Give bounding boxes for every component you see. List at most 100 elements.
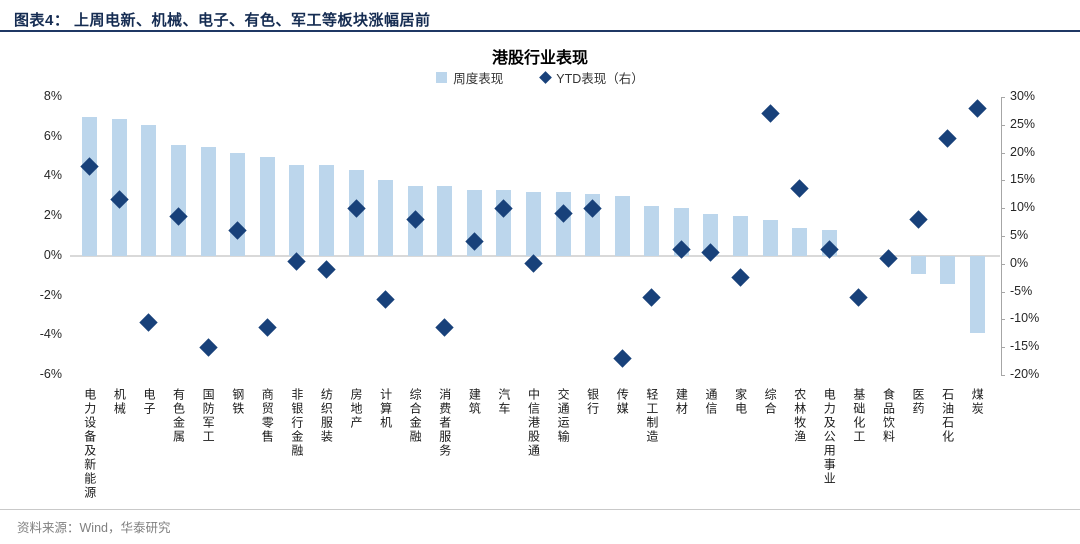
x-label-综合金融: 综合金融 bbox=[408, 388, 423, 444]
weekly-bar-综合 bbox=[762, 220, 778, 256]
x-label-计算机: 计算机 bbox=[378, 388, 393, 430]
right-tick-20%: 20% bbox=[1010, 144, 1036, 159]
x-label-国防军工: 国防军工 bbox=[201, 388, 216, 444]
weekly-bar-医药 bbox=[910, 255, 926, 274]
x-label-建材: 建材 bbox=[674, 388, 689, 416]
ytd-diamond-石油石化 bbox=[938, 129, 957, 148]
x-label-综合: 综合 bbox=[763, 388, 778, 416]
x-label-消费者服务: 消费者服务 bbox=[437, 388, 452, 458]
weekly-bar-电力设备及新能源 bbox=[82, 116, 98, 256]
right-tick--15%: -15% bbox=[1010, 339, 1040, 354]
left-tick--6%: -6% bbox=[39, 367, 62, 381]
x-label-中信港股通: 中信港股通 bbox=[526, 388, 541, 458]
weekly-bar-轻工制造 bbox=[644, 206, 660, 256]
right-tick--20%: -20% bbox=[1010, 367, 1040, 381]
ytd-diamond-综合 bbox=[760, 104, 780, 123]
right-tick-25%: 25% bbox=[1010, 116, 1036, 131]
weekly-bar-家电 bbox=[733, 216, 749, 256]
legend-label-weekly: 周度表现 bbox=[453, 72, 504, 86]
ytd-diamond-传媒 bbox=[613, 349, 632, 368]
ytd-diamond-煤炭 bbox=[968, 98, 987, 118]
right-tick-mark bbox=[1001, 319, 1005, 321]
right-axis: 30% 25% 20% 15% 10% 5% 0% -5% -10% -15% -20% bbox=[1010, 89, 1074, 381]
ytd-diamond-轻工制造 bbox=[642, 287, 662, 307]
x-label-有色金属: 有色金属 bbox=[171, 388, 186, 444]
x-label-轻工制造: 轻工制造 bbox=[644, 388, 659, 444]
x-label-煤炭: 煤炭 bbox=[970, 388, 985, 416]
weekly-bar-石油石化 bbox=[940, 255, 956, 284]
weekly-bar-中信港股通 bbox=[526, 192, 541, 256]
weekly-bar-交通运输 bbox=[555, 192, 571, 256]
ytd-diamond-商贸零售 bbox=[258, 318, 277, 337]
x-axis-labels: 电力设备及新能源 机械 电子 有色金属 国防军工 钢铁 商贸零售 非银行金融 纺织服装 房地产 计算… bbox=[75, 388, 992, 506]
ytd-diamond-纺织服装 bbox=[317, 260, 336, 279]
ytd-diamond-农林牧渔 bbox=[790, 179, 809, 198]
right-tick--5%: -5% bbox=[1010, 283, 1033, 298]
weekly-bar-非银行金融 bbox=[289, 164, 305, 256]
right-tick-15%: 15% bbox=[1010, 172, 1036, 187]
weekly-bar-消费者服务 bbox=[437, 186, 453, 256]
x-label-非银行金融: 非银行金融 bbox=[289, 388, 304, 458]
source-note: 资料来源：Wind，华泰研究 bbox=[17, 521, 171, 535]
header-divider bbox=[0, 30, 1080, 32]
chart-legend: 周度表现 YTD表现（右） bbox=[0, 68, 1080, 87]
x-label-食品饮料: 食品饮料 bbox=[881, 388, 896, 444]
weekly-bar-钢铁 bbox=[230, 152, 246, 256]
weekly-bar-有色金属 bbox=[171, 144, 187, 256]
ytd-diamond-电子 bbox=[139, 312, 159, 332]
right-tick-mark bbox=[1001, 347, 1005, 349]
right-tick-mark bbox=[1001, 124, 1005, 126]
weekly-bar-煤炭 bbox=[969, 255, 985, 334]
right-tick--10%: -10% bbox=[1010, 311, 1040, 326]
right-axis-line bbox=[1001, 97, 1005, 376]
ytd-diamond-食品饮料 bbox=[879, 249, 898, 268]
left-axis: 8% 6% 4% 2% 0% -2% -4% -6% bbox=[0, 89, 62, 381]
right-tick-30%: 30% bbox=[1010, 89, 1036, 103]
x-label-电力及公用事业: 电力及公用事业 bbox=[822, 388, 837, 486]
left-tick--4%: -4% bbox=[39, 327, 62, 342]
legend-item-ytd: YTD表现（右） bbox=[539, 68, 644, 87]
ytd-diamond-消费者服务 bbox=[435, 318, 454, 337]
plot-area bbox=[70, 97, 1000, 375]
right-tick-10%: 10% bbox=[1010, 200, 1036, 215]
weekly-bar-计算机 bbox=[378, 180, 394, 256]
x-label-交通运输: 交通运输 bbox=[556, 388, 571, 444]
weekly-bar-传媒 bbox=[614, 196, 630, 256]
weekly-bar-农林牧渔 bbox=[792, 228, 808, 256]
x-label-基础化工: 基础化工 bbox=[851, 388, 866, 444]
right-tick-mark bbox=[1001, 263, 1005, 265]
weekly-bar-机械 bbox=[111, 118, 127, 256]
x-label-机械: 机械 bbox=[112, 388, 127, 416]
ytd-diamond-基础化工 bbox=[849, 287, 869, 307]
x-label-汽车: 汽车 bbox=[496, 388, 511, 416]
footer-divider bbox=[0, 509, 1080, 510]
right-tick-5%: 5% bbox=[1010, 228, 1029, 242]
x-label-家电: 家电 bbox=[733, 388, 748, 416]
right-tick-mark bbox=[1001, 180, 1005, 182]
x-label-纺织服装: 纺织服装 bbox=[319, 388, 334, 444]
ytd-diamond-中信港股通 bbox=[524, 254, 543, 273]
left-tick-8%: 8% bbox=[43, 89, 62, 103]
x-label-传媒: 传媒 bbox=[615, 388, 630, 416]
right-tick-0%: 0% bbox=[1010, 255, 1029, 270]
x-label-通信: 通信 bbox=[703, 388, 718, 416]
ytd-diamond-家电 bbox=[731, 268, 750, 287]
legend-item-weekly: 周度表现 bbox=[436, 68, 503, 87]
right-tick-mark bbox=[1001, 97, 1005, 98]
x-label-商贸零售: 商贸零售 bbox=[260, 388, 275, 444]
x-label-银行: 银行 bbox=[585, 388, 600, 416]
right-tick-mark bbox=[1001, 152, 1005, 154]
weekly-bar-商贸零售 bbox=[259, 156, 275, 256]
x-label-石油石化: 石油石化 bbox=[940, 388, 955, 444]
x-label-房地产: 房地产 bbox=[349, 388, 364, 430]
left-tick-4%: 4% bbox=[43, 168, 62, 183]
chart-title: 港股行业表现 bbox=[491, 50, 588, 67]
x-label-医药: 医药 bbox=[911, 388, 926, 416]
left-tick-2%: 2% bbox=[43, 208, 62, 223]
left-tick--2%: -2% bbox=[39, 287, 62, 302]
left-tick-6%: 6% bbox=[43, 128, 62, 143]
ytd-diamond-医药 bbox=[908, 210, 928, 229]
x-label-钢铁: 钢铁 bbox=[230, 388, 245, 416]
ytd-diamond-国防军工 bbox=[198, 337, 218, 357]
